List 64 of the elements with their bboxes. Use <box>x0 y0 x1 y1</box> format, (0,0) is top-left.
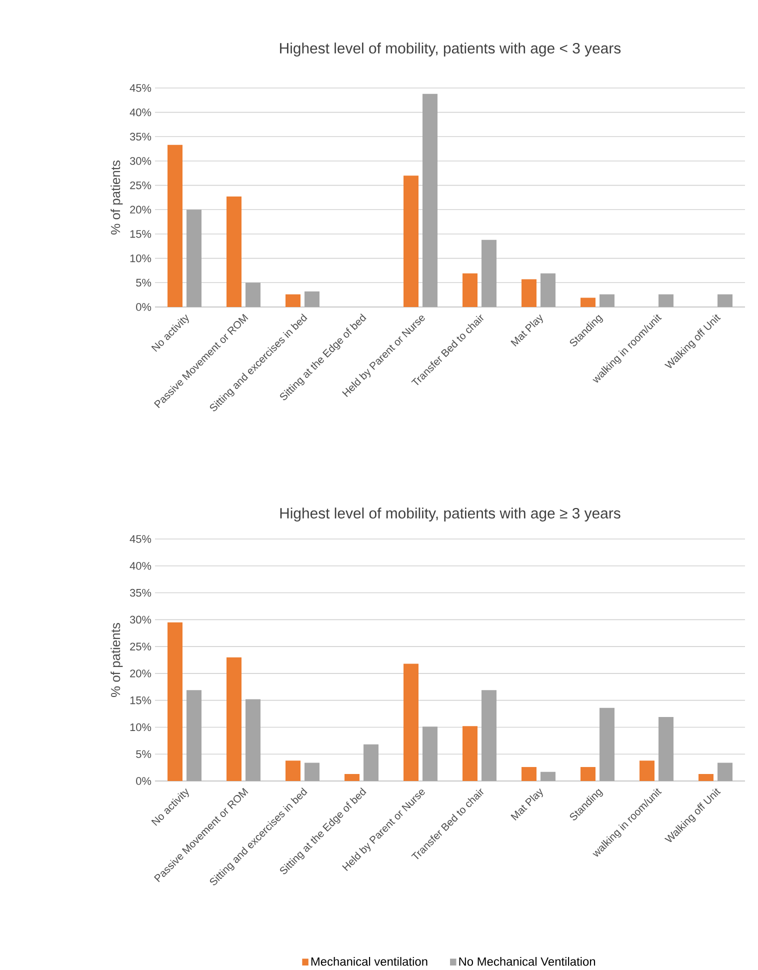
bar <box>462 726 478 781</box>
chart-title: Highest level of mobility, patients with age < 3 years <box>280 42 621 56</box>
bar <box>482 690 497 781</box>
bar <box>226 196 242 307</box>
legend-label: Mechanical ventilation <box>311 957 428 966</box>
x-tick-label: Mat Play <box>510 314 543 346</box>
y-tick-label: 0% <box>136 303 152 311</box>
y-tick-label: 15% <box>130 230 152 238</box>
y-tick-label: 5% <box>136 278 152 287</box>
bar <box>522 767 537 781</box>
y-tick-label: 5% <box>136 750 152 758</box>
chart-title: Highest level of mobility, patients with age ≥ 3 years <box>280 508 620 522</box>
bar <box>522 279 537 307</box>
y-tick-label: 15% <box>130 696 152 704</box>
bar <box>286 294 301 307</box>
y-tick-label: 35% <box>130 588 152 597</box>
y-tick-label: 45% <box>130 84 152 92</box>
y-tick-label: 25% <box>130 181 152 190</box>
y-tick-label: 10% <box>130 254 152 262</box>
x-tick-label: Mat Play <box>510 788 543 820</box>
y-tick-label: 20% <box>130 206 152 214</box>
bar <box>540 273 556 307</box>
y-tick-label: 25% <box>130 642 152 650</box>
bar <box>580 298 596 307</box>
bar <box>462 273 478 307</box>
bar <box>698 774 714 781</box>
bar <box>246 282 261 307</box>
bar <box>658 717 674 781</box>
bar <box>422 726 438 781</box>
bar <box>658 294 674 307</box>
legend-label: No Mechanical Ventilation <box>459 957 596 966</box>
bar <box>226 657 242 781</box>
bar <box>404 176 419 307</box>
bar <box>186 210 202 307</box>
y-axis-title: % of patients <box>110 160 123 234</box>
bar <box>718 762 733 781</box>
y-axis-title: % of patients <box>110 623 123 697</box>
y-tick-label: 35% <box>130 132 152 141</box>
bar <box>168 144 183 307</box>
bar <box>482 240 497 307</box>
bar <box>286 760 301 781</box>
y-tick-label: 40% <box>130 108 152 116</box>
y-tick-label: 45% <box>130 535 152 543</box>
bar <box>718 294 733 307</box>
bar <box>404 664 419 781</box>
bar <box>600 294 615 307</box>
bar <box>304 291 320 307</box>
y-tick-label: 0% <box>136 777 152 785</box>
bar <box>364 744 379 781</box>
bar <box>422 94 438 307</box>
y-tick-label: 30% <box>130 616 152 624</box>
y-tick-label: 30% <box>130 157 152 165</box>
bar <box>600 708 615 781</box>
bar <box>246 699 261 781</box>
y-tick-label: 20% <box>130 670 152 678</box>
y-tick-label: 40% <box>130 562 152 570</box>
y-tick-label: 10% <box>130 723 152 732</box>
bar <box>344 774 360 781</box>
bar <box>580 767 596 781</box>
bar <box>540 772 556 781</box>
bar <box>640 760 655 781</box>
bar <box>186 690 202 781</box>
bar <box>168 622 183 781</box>
bar <box>304 762 320 781</box>
